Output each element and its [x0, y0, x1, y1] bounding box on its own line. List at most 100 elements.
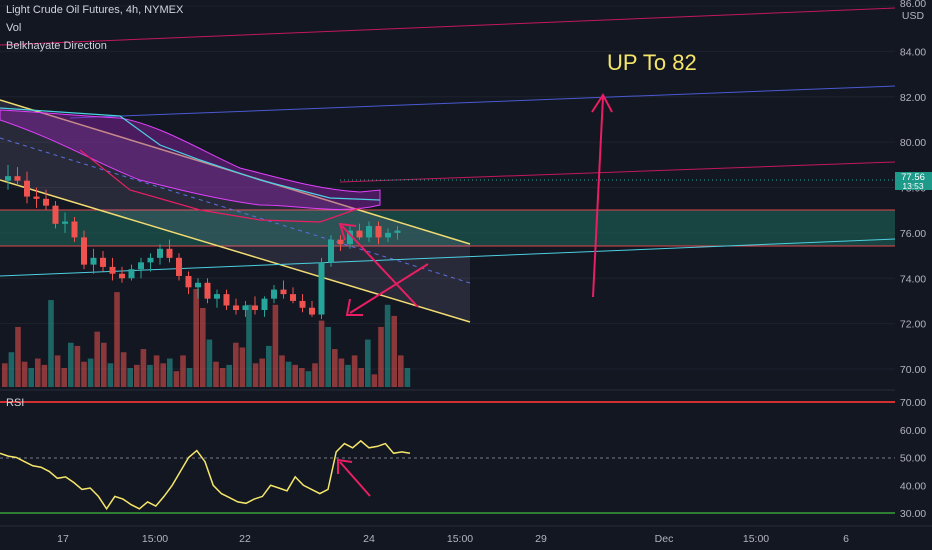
volume-bar — [206, 339, 213, 387]
rsi-tick-label: 40.00 — [900, 480, 926, 492]
volume-bars — [2, 289, 411, 387]
volume-bar — [28, 368, 34, 387]
volume-bar — [81, 361, 87, 387]
volume-bar — [2, 363, 8, 387]
price-tick-label: 74.00 — [900, 273, 926, 285]
candle — [81, 230, 87, 270]
candle — [309, 300, 315, 317]
volume-bar — [140, 349, 147, 387]
volume-bar — [365, 339, 371, 387]
volume-bar — [266, 345, 272, 387]
candle — [119, 266, 125, 283]
volume-bar — [147, 364, 153, 387]
volume-bar — [114, 292, 120, 387]
candle — [271, 285, 277, 304]
candle — [233, 298, 239, 315]
volume-bar — [391, 315, 397, 387]
cross-arrows-annotation — [338, 222, 429, 316]
candle — [337, 235, 344, 252]
volume-bar — [68, 342, 74, 387]
candle — [14, 167, 21, 186]
time-tick-label: 29 — [535, 533, 547, 545]
price-tick-label: 86.00 — [900, 0, 926, 10]
volume-bar — [384, 304, 391, 387]
volume-bar — [160, 363, 166, 387]
volume-bar — [325, 326, 331, 387]
time-axis-bg[interactable] — [0, 526, 932, 550]
volume-bar — [404, 368, 411, 387]
vol-legend[interactable]: Vol — [6, 22, 22, 34]
time-tick-label: Dec — [655, 533, 674, 545]
time-tick-label: 15:00 — [447, 533, 473, 545]
volume-bar — [41, 364, 48, 387]
volume-bar — [167, 358, 173, 387]
volume-bar — [279, 355, 285, 387]
candle — [166, 239, 173, 263]
time-axis-ticks: 17 15:00 22 24 15:00 29 Dec 15:00 6 — [57, 533, 849, 545]
rsi-axis-ticks: 70.00 60.00 50.00 40.00 30.00 — [900, 397, 926, 520]
volume-bar — [226, 364, 232, 387]
price-tick-label: 80.00 — [900, 137, 926, 149]
last-price-badge — [895, 172, 932, 190]
volume-bar — [292, 364, 298, 387]
candle — [62, 212, 68, 233]
candle — [100, 251, 106, 272]
volume-bar — [259, 358, 265, 387]
candle — [204, 278, 211, 304]
rsi-line — [0, 439, 411, 511]
candle — [328, 235, 334, 267]
volume-bar — [120, 352, 127, 387]
volume-bar — [87, 358, 94, 387]
volume-bar — [213, 361, 219, 387]
volume-bar — [173, 371, 180, 387]
indicator-legend[interactable]: Belkhayate Direction — [6, 40, 107, 52]
rsi-tick-label: 70.00 — [900, 397, 926, 409]
candle — [375, 221, 382, 245]
symbol-legend[interactable]: Light Crude Oil Futures, 4h, NYMEX — [6, 4, 184, 16]
belkhayate-upper-edge — [0, 107, 381, 201]
volume-bar — [285, 361, 292, 387]
volume-bar — [358, 368, 364, 387]
up-arrow-annotation — [591, 93, 613, 298]
volume-bar — [153, 355, 160, 387]
volume-bar — [15, 326, 21, 387]
currency-label: USD — [902, 10, 925, 22]
volume-bar — [180, 355, 186, 387]
volume-bar — [134, 364, 140, 387]
belkhayate-lower-edge — [79, 149, 361, 223]
rsi-legend[interactable]: RSI — [6, 397, 25, 409]
volume-bar — [332, 349, 338, 387]
rsi-tick-label: 30.00 — [900, 508, 926, 520]
volume-bar — [48, 300, 54, 387]
candle — [195, 278, 201, 299]
volume-bar — [54, 355, 61, 387]
price-axis-bg[interactable] — [895, 0, 932, 526]
price-tick-label: 84.00 — [900, 46, 926, 58]
trendline-magenta-mid — [339, 161, 896, 183]
support-zone — [0, 210, 895, 246]
time-tick-label: 24 — [363, 533, 375, 545]
trendline-blue — [69, 85, 896, 119]
rsi-arrow-annotation — [337, 458, 371, 497]
candle — [43, 189, 49, 211]
target-annotation-text: UP To 82 — [607, 50, 697, 75]
candle — [290, 287, 296, 304]
candle — [52, 201, 59, 229]
volume-bar — [338, 358, 345, 387]
volume-bar — [127, 368, 133, 387]
candle — [157, 244, 163, 265]
price-tick-label: 70.00 — [900, 364, 926, 376]
rsi-tick-label: 50.00 — [900, 453, 926, 465]
volume-bar — [371, 374, 378, 387]
candle — [366, 221, 372, 242]
volume-bar — [252, 363, 259, 387]
volume-bar — [101, 342, 107, 387]
candle — [385, 228, 391, 242]
candle — [71, 216, 78, 242]
price-axis-ticks: 86.0084.0082.0080.0078.0076.0074.0072.00… — [900, 0, 926, 376]
candle — [24, 171, 30, 204]
volume-bar — [312, 363, 318, 387]
trendline-cyan — [0, 238, 896, 277]
candle — [280, 280, 287, 299]
